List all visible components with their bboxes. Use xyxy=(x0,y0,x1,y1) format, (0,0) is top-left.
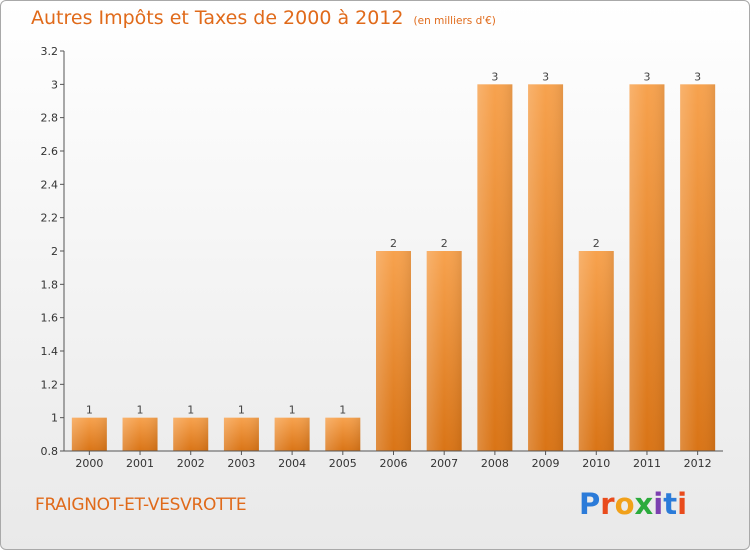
x-tick-label: 2002 xyxy=(177,457,205,470)
y-tick-label: 1.8 xyxy=(41,278,59,291)
y-tick-label: 1.4 xyxy=(41,345,59,358)
bar-shade xyxy=(71,417,107,451)
x-tick-label: 2009 xyxy=(532,457,560,470)
bar-shade xyxy=(325,417,361,451)
data-label: 3 xyxy=(643,70,650,83)
bar-shade xyxy=(376,251,411,451)
y-tick-label: 1.6 xyxy=(41,312,59,325)
bar-shade xyxy=(680,84,716,451)
axis-layer: 0.8 1 1.2 1.4 1.6 1.8 2 2.2 2.4 2.6 2.8 3 3.2 2000 200… xyxy=(41,45,723,470)
data-label: 2 xyxy=(441,237,448,250)
y-tick-label: 2.4 xyxy=(41,178,59,191)
y-tick-label: 3 xyxy=(51,78,58,91)
y-tick-label: 3.2 xyxy=(41,45,59,58)
bars-layer: 1 1 1 1 1 1 2 2 3 3 2 3 3 xyxy=(71,70,716,451)
data-label: 1 xyxy=(238,404,245,417)
bar-shade xyxy=(629,84,665,451)
bar-shade xyxy=(122,417,158,451)
logo-letter: t xyxy=(663,487,678,521)
x-tick-label: 2000 xyxy=(75,457,103,470)
data-label: 1 xyxy=(137,404,144,417)
commune-name: FRAIGNOT-ET-VESVROTTE xyxy=(35,495,247,515)
bar-shade xyxy=(528,84,564,451)
data-label: 2 xyxy=(390,237,397,250)
x-tick-label: 2001 xyxy=(126,457,154,470)
bar-shade xyxy=(578,251,614,451)
data-label: 2 xyxy=(593,237,600,250)
y-tick-label: 2 xyxy=(51,245,58,258)
bar-shade xyxy=(223,417,259,451)
proxiti-logo: Proxiti xyxy=(579,487,687,521)
logo-letter: o xyxy=(614,487,635,521)
y-tick-label: 2.8 xyxy=(41,112,59,125)
x-tick-label: 2005 xyxy=(329,457,357,470)
chart-title: Autres Impôts et Taxes de 2000 à 2012 (e… xyxy=(31,7,496,29)
logo-letter: P xyxy=(579,487,601,521)
x-tick-label: 2012 xyxy=(684,457,712,470)
chart-subtitle: (en milliers d'€) xyxy=(413,15,496,27)
bar-shade xyxy=(173,417,209,451)
x-tick-label: 2007 xyxy=(430,457,458,470)
y-tick-label: 2.6 xyxy=(41,145,59,158)
logo-letter: i xyxy=(653,487,664,521)
chart-title-text: Autres Impôts et Taxes de 2000 à 2012 xyxy=(31,7,404,29)
y-tick-label: 0.8 xyxy=(41,445,59,458)
data-label: 1 xyxy=(187,404,194,417)
x-tick-label: 2004 xyxy=(278,457,306,470)
bar-shade xyxy=(274,417,310,451)
y-tick-label: 1 xyxy=(51,412,58,425)
x-tick-label: 2008 xyxy=(481,457,509,470)
x-tick-label: 2010 xyxy=(582,457,610,470)
data-label: 3 xyxy=(491,70,498,83)
x-tick-label: 2011 xyxy=(633,457,661,470)
data-label: 1 xyxy=(339,404,346,417)
y-tick-label: 2.2 xyxy=(41,212,59,225)
x-tick-label: 2003 xyxy=(227,457,255,470)
y-tick-label: 1.2 xyxy=(41,378,59,391)
data-label: 3 xyxy=(694,70,701,83)
x-tick-label: 2006 xyxy=(380,457,408,470)
logo-letter: r xyxy=(600,487,615,521)
data-label: 1 xyxy=(86,404,93,417)
logo-letter: i xyxy=(677,487,688,521)
logo-letter: x xyxy=(634,487,654,521)
bar-shade xyxy=(426,251,462,451)
bar-shade xyxy=(477,84,513,451)
data-label: 1 xyxy=(289,404,296,417)
data-label: 3 xyxy=(542,70,549,83)
